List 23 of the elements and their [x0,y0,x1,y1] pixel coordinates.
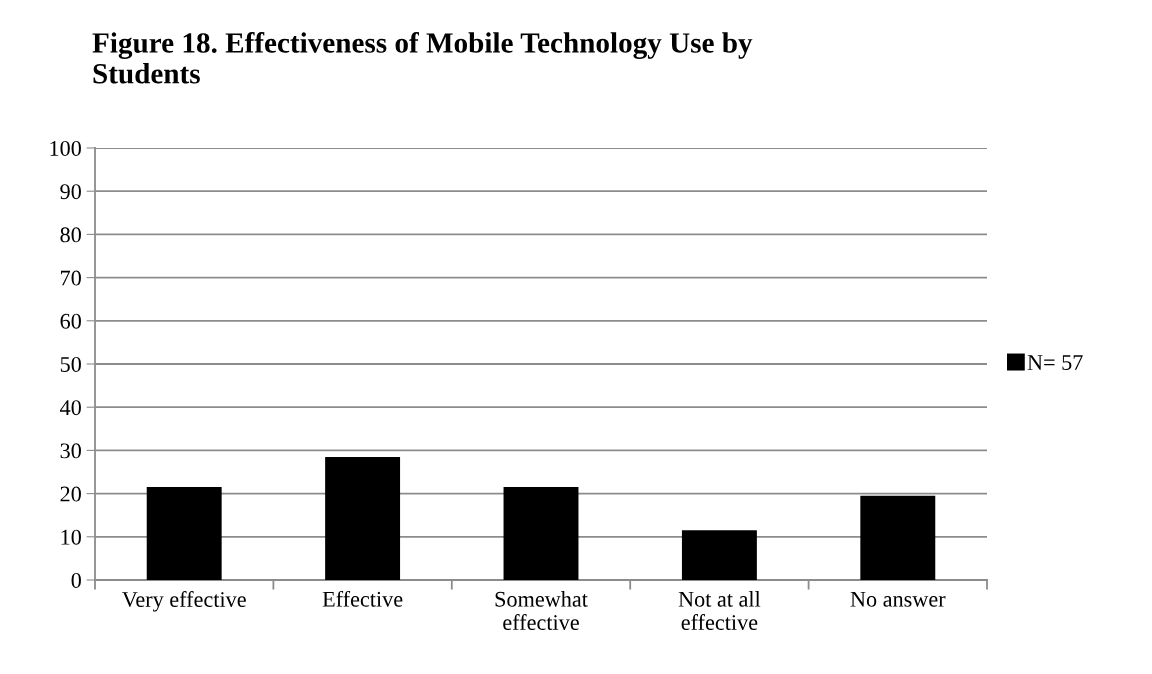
x-tick-label: No answer [850,591,946,607]
x-tick-label: Somewhat effective [495,591,588,630]
bar [503,487,579,580]
bar [860,495,936,580]
y-tick-label: 60 [60,313,81,329]
bar [146,487,222,580]
y-tick-label: 100 [50,140,81,156]
chart-title: Figure 18. Effectiveness of Mobile Technology Use by Students [92,32,753,84]
y-tick-label: 40 [60,400,81,416]
legend-label: N= 57 [1027,355,1083,370]
y-tick-label: 10 [61,529,81,545]
x-tick-label: Very effective [122,591,246,612]
y-tick-label: 70 [61,270,81,286]
y-tick-label: 90 [60,184,81,200]
y-tick-label: 50 [60,356,81,372]
y-tick-label: 80 [60,227,81,243]
y-tick-label: 20 [60,486,81,502]
y-tick-label: 30 [60,443,81,459]
x-tick-label: Effective [322,590,403,607]
y-tick-label: 0 [71,572,81,588]
bar [325,456,401,580]
x-tick-label: Not at all effective [678,591,761,630]
bar [681,530,757,580]
